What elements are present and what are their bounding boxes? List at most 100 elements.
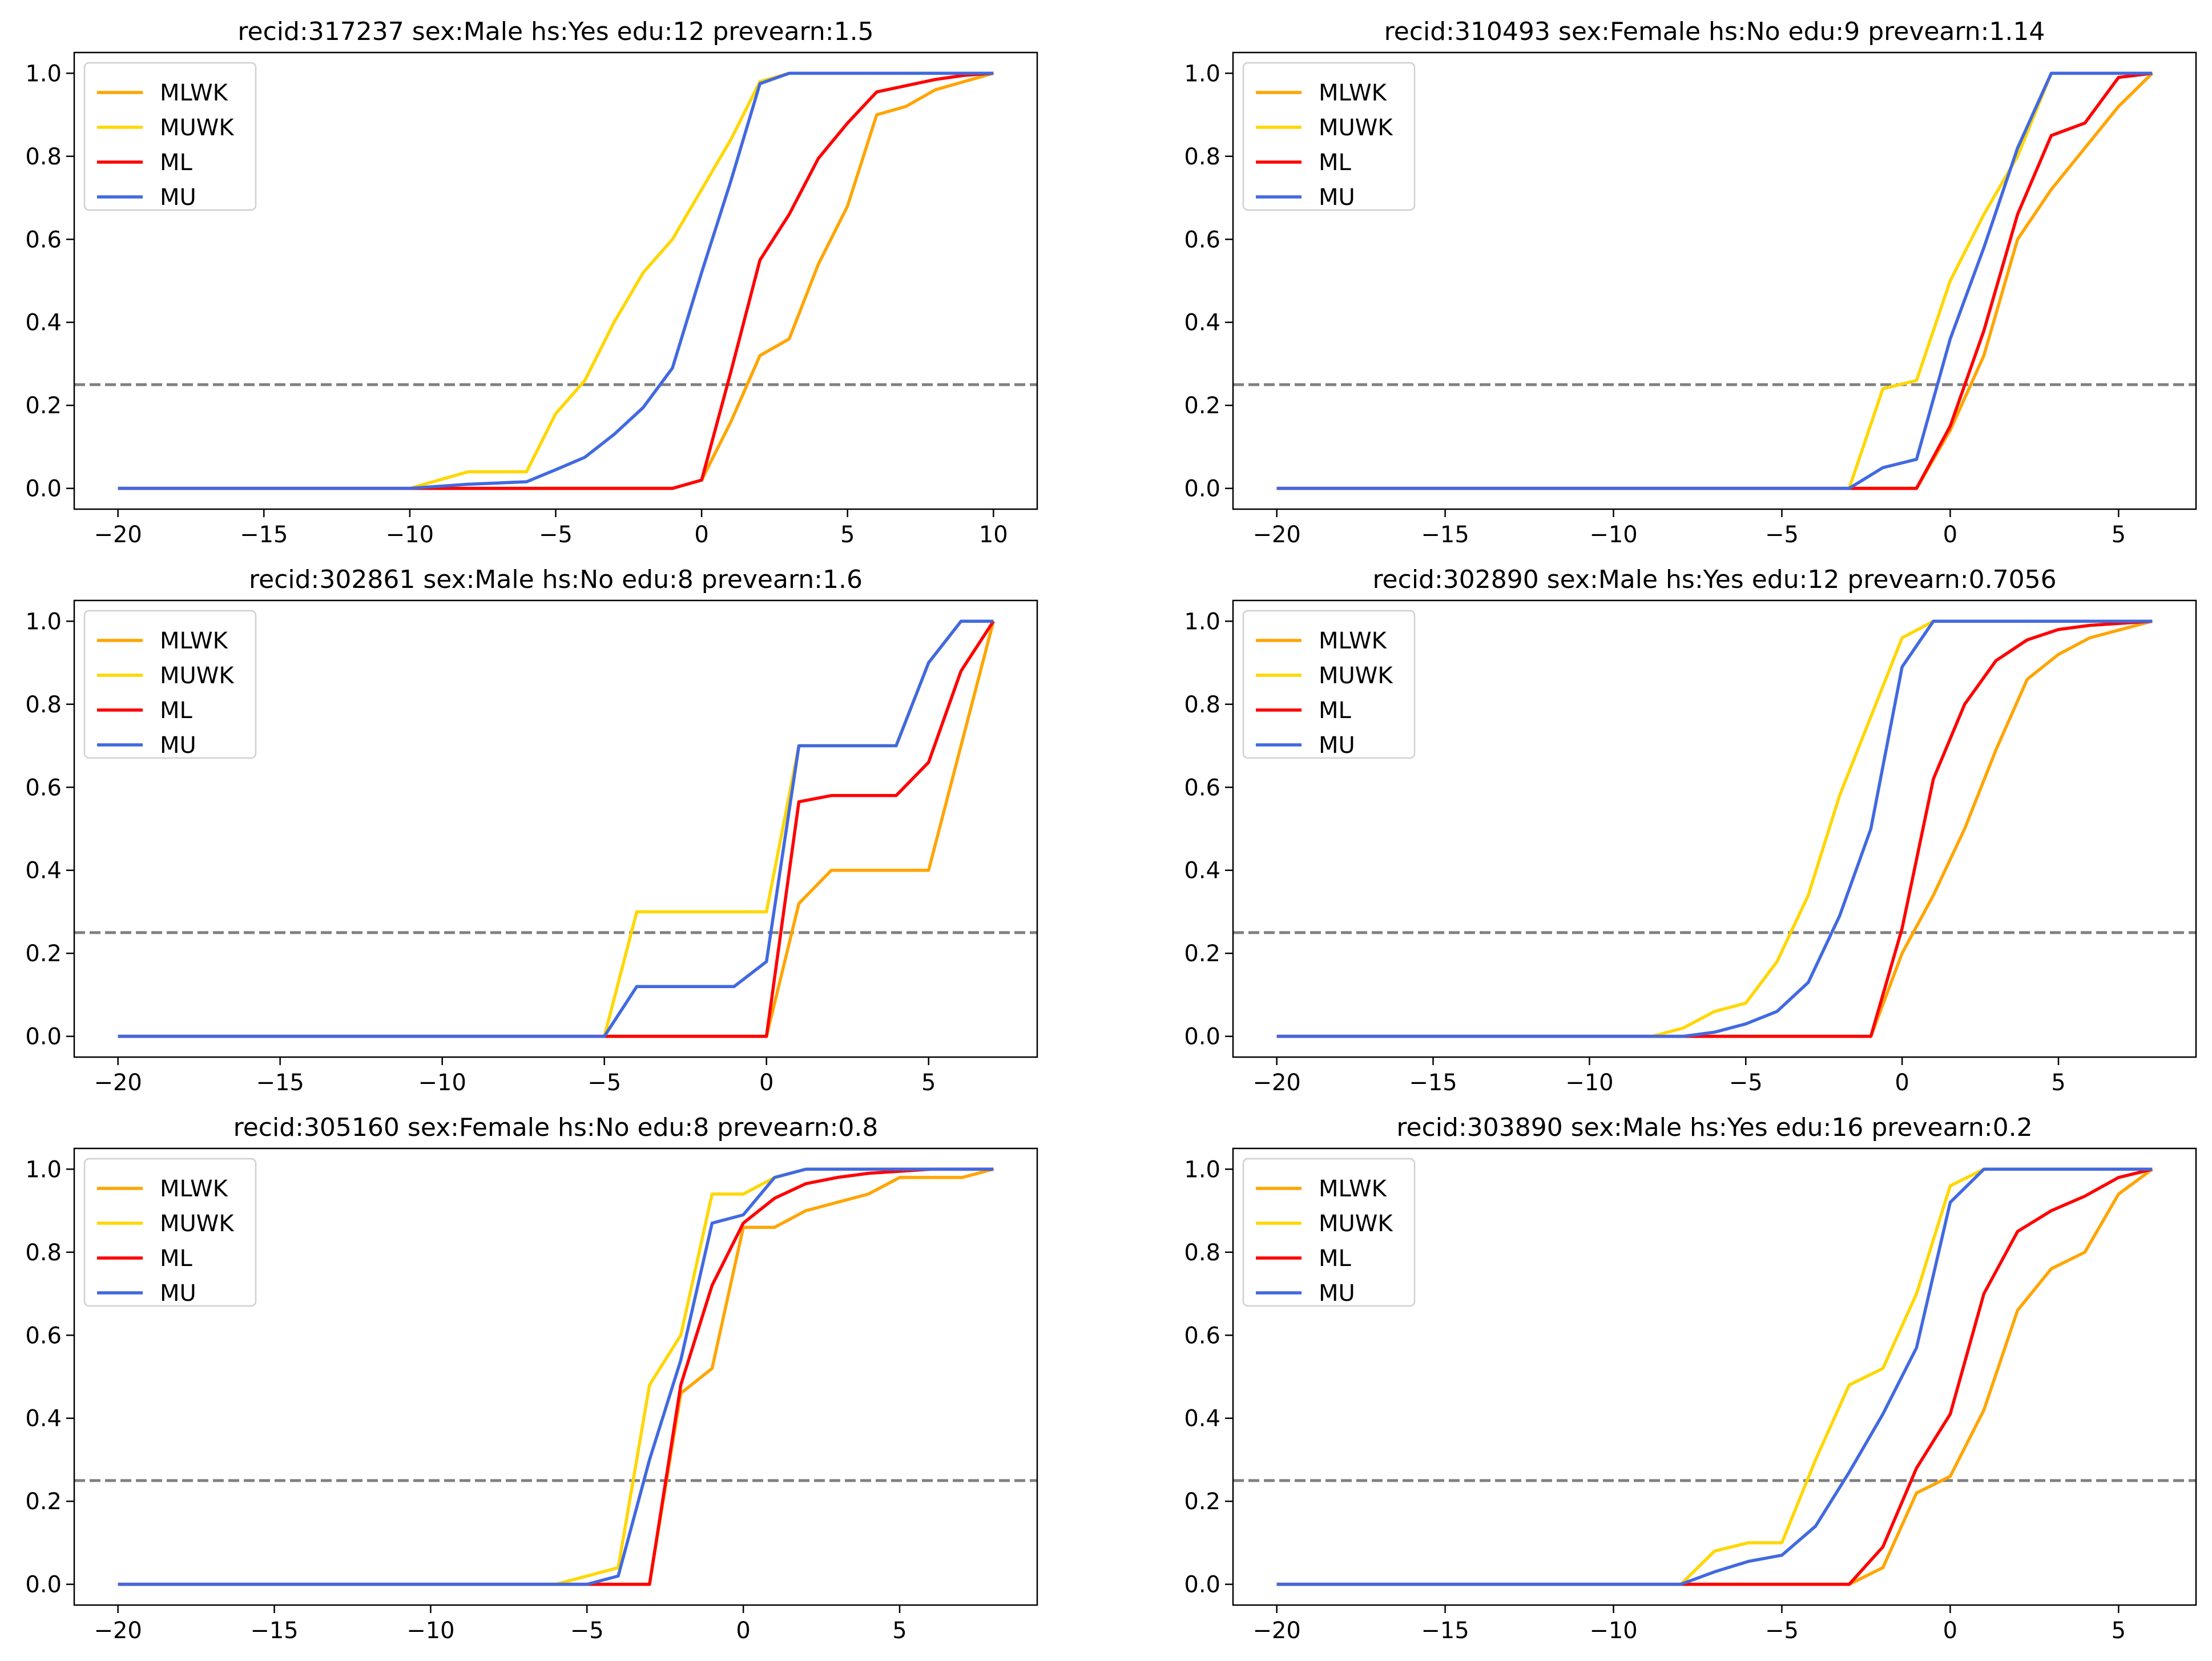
legend-box (1242, 1158, 1416, 1307)
subplot-title: recid:310493 sex:Female hs:No edu:9 prev… (1384, 17, 2045, 46)
series-line-ml (1276, 1167, 2153, 1586)
x-tick-label: −15 (256, 1070, 304, 1096)
axes-frame (73, 599, 1038, 1058)
subplot-4: recid:302890 sex:Male hs:Yes edu:12 prev… (1184, 565, 2197, 1096)
x-tick-label: −5 (1765, 1618, 1799, 1644)
x-tick-label: 10 (979, 522, 1008, 548)
x-tick-label: −5 (1765, 522, 1799, 548)
legend-label: ML (1319, 1245, 1352, 1272)
x-tick-label: 0 (1895, 1070, 1909, 1096)
x-tick-label: −20 (1252, 1070, 1300, 1096)
y-tick-label: 0.6 (1184, 227, 1220, 253)
y-tick-label: 0.4 (1184, 858, 1220, 884)
x-tick-label: −10 (1589, 1618, 1637, 1644)
y-tick-label: 0.2 (25, 941, 62, 967)
x-tick-label: −10 (1565, 1070, 1613, 1096)
series-line-ml (1276, 71, 2153, 490)
y-tick-label: 0.2 (1184, 393, 1220, 419)
x-tick-label: −10 (406, 1618, 454, 1644)
x-tick-label: 5 (892, 1618, 906, 1644)
x-tick-label: −20 (94, 1618, 142, 1644)
subplot-6: recid:303890 sex:Male hs:Yes edu:16 prev… (1184, 1113, 2197, 1644)
legend-label: MU (160, 184, 196, 211)
x-tick-label: −10 (418, 1070, 466, 1096)
legend-label: MU (160, 1280, 196, 1307)
y-tick-label: 1.0 (25, 1156, 62, 1183)
y-tick-label: 0.0 (1184, 1572, 1220, 1598)
x-tick-label: −10 (1589, 522, 1637, 548)
series-line-mu (1276, 1167, 2153, 1586)
legend-label: MUWK (1319, 663, 1393, 689)
legend-label: MLWK (1319, 1176, 1388, 1202)
x-tick-label: −20 (1252, 522, 1300, 548)
series-line-mu (1276, 71, 2153, 490)
axes-frame (1232, 51, 2197, 510)
legend-box (83, 1158, 257, 1307)
legend: MLWK MUWK ML MU (1242, 1158, 1416, 1307)
x-tick-label: −15 (1421, 522, 1469, 548)
x-tick-label: −10 (386, 522, 434, 548)
x-tick-label: −20 (94, 1070, 142, 1096)
subplot-title: recid:302890 sex:Male hs:Yes edu:12 prev… (1372, 565, 2056, 594)
x-tick-label: 0 (1943, 522, 1957, 548)
legend: MLWK MUWK ML MU (1242, 62, 1416, 211)
x-tick-label: 5 (921, 1070, 936, 1096)
x-tick-label: 5 (2051, 1070, 2065, 1096)
y-tick-label: 1.0 (1184, 61, 1220, 87)
y-tick-label: 0.0 (1184, 1024, 1220, 1050)
legend-label: MUWK (160, 115, 235, 141)
legend-label: ML (1319, 698, 1352, 724)
y-tick-label: 1.0 (1184, 608, 1220, 635)
y-tick-label: 0.8 (1184, 144, 1220, 170)
y-tick-label: 0.8 (1184, 692, 1220, 718)
x-tick-label: −15 (240, 522, 288, 548)
legend: MLWK MUWK ML MU (83, 610, 257, 759)
y-tick-label: 0.4 (1184, 310, 1220, 336)
legend-label: MLWK (1319, 80, 1388, 106)
legend-label: ML (160, 698, 193, 724)
y-tick-label: 1.0 (25, 61, 62, 87)
subplot-title: recid:303890 sex:Male hs:Yes edu:16 prev… (1396, 1113, 2032, 1142)
legend: MLWK MUWK ML MU (83, 1158, 257, 1307)
x-tick-label: −20 (94, 522, 142, 548)
x-tick-label: −5 (539, 522, 573, 548)
axes-frame (1232, 599, 2197, 1058)
y-tick-label: 0.4 (25, 310, 62, 336)
y-tick-label: 0.6 (25, 227, 62, 253)
y-tick-label: 0.8 (25, 1240, 62, 1266)
legend-box (83, 610, 257, 759)
subplot-title: recid:302861 sex:Male hs:No edu:8 prevea… (249, 565, 863, 594)
subplot-1: recid:317237 sex:Male hs:Yes edu:12 prev… (25, 17, 1038, 548)
series-line-ml (118, 620, 995, 1038)
axes-frame (73, 1147, 1038, 1606)
legend-label: MLWK (160, 80, 229, 106)
legend: MLWK MUWK ML MU (1242, 610, 1416, 759)
legend-label: ML (1319, 150, 1352, 176)
x-tick-label: −5 (570, 1618, 604, 1644)
subplot-title: recid:317237 sex:Male hs:Yes edu:12 prev… (237, 17, 873, 46)
legend-label: MUWK (1319, 1211, 1393, 1237)
x-tick-label: −5 (1729, 1070, 1763, 1096)
legend-label: MLWK (160, 1176, 229, 1202)
axes-frame (1232, 1147, 2197, 1606)
legend-label: MUWK (160, 663, 235, 689)
y-tick-label: 0.4 (25, 858, 62, 884)
legend-label: ML (160, 150, 193, 176)
y-tick-label: 1.0 (1184, 1156, 1220, 1183)
legend-label: MU (1319, 1280, 1355, 1307)
x-tick-label: −15 (1409, 1070, 1457, 1096)
legend-box (1242, 62, 1416, 211)
series-line-mu (118, 619, 994, 1038)
y-tick-label: 0.4 (25, 1406, 62, 1432)
legend-box (83, 62, 257, 211)
y-tick-label: 0.2 (25, 393, 62, 419)
x-tick-label: −20 (1252, 1618, 1300, 1644)
y-tick-label: 0.2 (1184, 1489, 1220, 1515)
y-tick-label: 0.8 (1184, 1240, 1220, 1266)
series-line-mu (1276, 619, 2153, 1038)
y-tick-label: 0.6 (25, 775, 62, 801)
y-tick-label: 0.2 (1184, 941, 1220, 967)
legend-label: MLWK (1319, 628, 1388, 654)
x-tick-label: 0 (1943, 1618, 1957, 1644)
